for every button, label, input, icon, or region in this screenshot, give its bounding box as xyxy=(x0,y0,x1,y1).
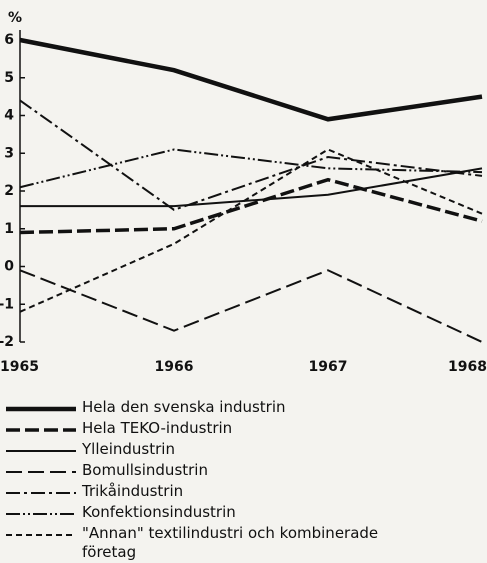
legend-item: Konfektionsindustrin xyxy=(4,503,484,524)
y-tick-label: -1 xyxy=(0,296,14,312)
y-tick-label: 0 xyxy=(4,259,14,275)
series-line xyxy=(19,99,483,211)
y-tick-label: 4 xyxy=(4,108,14,124)
y-axis-label: % xyxy=(8,10,22,26)
y-tick-label: 1 xyxy=(4,221,14,237)
legend-label: Ylleindustrin xyxy=(82,440,175,458)
legend-swatch xyxy=(6,534,76,536)
legend-label: "Annan" textilindustri och kombinerade f… xyxy=(82,524,379,561)
legend-swatch xyxy=(6,492,76,494)
chart: % -2 -1 0 1 2 3 4 5 6 1965 1966 1967 1968 xyxy=(0,10,487,375)
series-line xyxy=(19,148,483,189)
legend-item: Hela TEKO-industrin xyxy=(4,419,484,440)
y-tick-label: -2 xyxy=(0,334,14,350)
series-line xyxy=(20,167,483,208)
legend-item: Trikåindustrin xyxy=(4,482,484,503)
legend-item: Ylleindustrin xyxy=(4,440,484,461)
legend-item: "Annan" textilindustri och kombinerade f… xyxy=(4,524,484,561)
legend-swatch xyxy=(6,428,76,432)
legend: Hela den svenska industrin Hela TEKO-indu… xyxy=(4,398,484,561)
legend-swatch xyxy=(6,406,76,412)
legend-label: Hela TEKO-industrin xyxy=(82,419,233,437)
series-line xyxy=(19,269,483,343)
series-line xyxy=(19,177,483,235)
legend-label: Bomullsindustrin xyxy=(82,461,208,479)
series-line xyxy=(19,148,483,313)
x-tick-label: 1968 xyxy=(448,359,487,375)
legend-label: Konfektionsindustrin xyxy=(82,503,236,521)
legend-item: Hela den svenska industrin xyxy=(4,398,484,419)
legend-item: Bomullsindustrin xyxy=(4,461,484,482)
x-tick-label: 1965 xyxy=(0,359,39,375)
legend-swatch xyxy=(6,471,76,473)
legend-label: Trikåindustrin xyxy=(82,482,184,500)
y-tick-label: 3 xyxy=(4,145,14,161)
legend-label: Hela den svenska industrin xyxy=(82,398,286,416)
y-tick-label: 6 xyxy=(4,32,14,48)
legend-swatch xyxy=(6,450,76,452)
legend-swatch xyxy=(6,513,76,515)
y-tick-label: 5 xyxy=(4,70,14,86)
y-tick-label: 2 xyxy=(4,183,14,199)
x-tick-label: 1966 xyxy=(155,359,194,375)
x-tick-label: 1967 xyxy=(309,359,348,375)
series-line xyxy=(19,37,483,122)
